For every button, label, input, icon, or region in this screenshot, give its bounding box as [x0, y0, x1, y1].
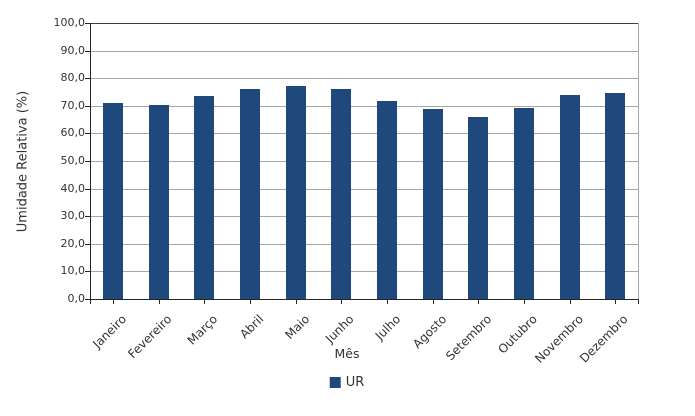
- x-tick-3: [204, 300, 205, 304]
- y-tick-70,0: [85, 106, 90, 107]
- x-tick-label-julho: Julho: [372, 312, 403, 343]
- y-tick-label-30,0: 30,0: [60, 209, 86, 222]
- y-tick-80,0: [85, 78, 90, 79]
- y-tick-0,0: [85, 299, 90, 300]
- legend-swatch-ur: [329, 377, 341, 388]
- plot-area: [90, 23, 639, 299]
- gridline-20,0: [91, 244, 639, 245]
- gridline-40,0: [91, 189, 639, 190]
- x-tick-label-abril: Abril: [236, 312, 266, 342]
- x-tick-9: [478, 300, 479, 304]
- y-tick-20,0: [85, 244, 90, 245]
- x-tick-1: [113, 300, 114, 304]
- y-tick-label-10,0: 10,0: [60, 264, 86, 277]
- x-tick-label-novembro: Novembro: [532, 312, 586, 366]
- bar-abril: [240, 89, 260, 299]
- y-tick-label-20,0: 20,0: [60, 237, 86, 250]
- y-tick-label-100,0: 100,0: [53, 16, 86, 29]
- gridline-60,0: [91, 133, 639, 134]
- y-tick-label-40,0: 40,0: [60, 182, 86, 195]
- x-tick-label-junho: Junho: [323, 312, 357, 346]
- y-axis-line: [90, 23, 91, 304]
- bar-maio: [286, 86, 306, 299]
- y-tick-40,0: [85, 189, 90, 190]
- y-tick-label-80,0: 80,0: [60, 71, 86, 84]
- x-tick-label-setembro: Setembro: [442, 312, 494, 364]
- y-tick-30,0: [85, 216, 90, 217]
- y-tick-label-50,0: 50,0: [60, 154, 86, 167]
- x-axis-title: Mês: [334, 346, 360, 361]
- gridline-30,0: [91, 216, 639, 217]
- x-axis-line: [85, 299, 639, 300]
- x-tick-label-maio: Maio: [281, 312, 312, 342]
- legend-label-ur: UR: [345, 375, 365, 390]
- y-tick-50,0: [85, 161, 90, 162]
- y-axis-title: Umidade Relativa (%): [15, 90, 31, 233]
- bar-fevereiro: [149, 105, 169, 299]
- bar-setembro: [468, 117, 488, 299]
- gridline-70,0: [91, 106, 639, 107]
- y-tick-100,0: [85, 23, 90, 24]
- y-tick-10,0: [85, 271, 90, 272]
- bar-marco: [194, 96, 214, 299]
- legend: UR: [329, 375, 365, 390]
- y-tick-label-0,0: 0,0: [67, 292, 86, 305]
- bar-junho: [331, 89, 351, 299]
- x-tick-label-marco: Março: [184, 312, 220, 348]
- gridline-50,0: [91, 161, 639, 162]
- bar-novembro: [560, 95, 580, 299]
- x-tick-label-janeiro: Janeiro: [89, 312, 129, 352]
- x-tick-11: [570, 300, 571, 304]
- bar-dezembro: [605, 93, 625, 299]
- x-tick-label-agosto: Agosto: [409, 312, 449, 352]
- y-tick-60,0: [85, 133, 90, 134]
- gridline-10,0: [91, 271, 639, 272]
- x-tick-7: [387, 300, 388, 304]
- x-tick-label-outubro: Outubro: [495, 312, 540, 357]
- bar-outubro: [514, 108, 534, 299]
- x-tick-label-fevereiro: Fevereiro: [125, 312, 175, 362]
- x-tick-2: [159, 300, 160, 304]
- y-tick-label-90,0: 90,0: [60, 44, 86, 57]
- gridline-80,0: [91, 78, 639, 79]
- y-tick-label-60,0: 60,0: [60, 126, 86, 139]
- bar-janeiro: [103, 103, 123, 299]
- x-tick-0: [90, 300, 91, 304]
- bar-agosto: [423, 109, 443, 299]
- x-tick-label-dezembro: Dezembro: [577, 312, 631, 366]
- x-tick-4: [250, 300, 251, 304]
- gridline-90,0: [91, 51, 639, 52]
- x-tick-6: [341, 300, 342, 304]
- y-tick-90,0: [85, 51, 90, 52]
- x-tick-5: [296, 300, 297, 304]
- plot-border-top: [90, 23, 639, 24]
- bar-julho: [377, 101, 397, 299]
- x-tick-10: [524, 300, 525, 304]
- x-tick-12: [615, 300, 616, 304]
- x-tick-8: [433, 300, 434, 304]
- x-tick-13: [638, 300, 639, 304]
- y-tick-label-70,0: 70,0: [60, 99, 86, 112]
